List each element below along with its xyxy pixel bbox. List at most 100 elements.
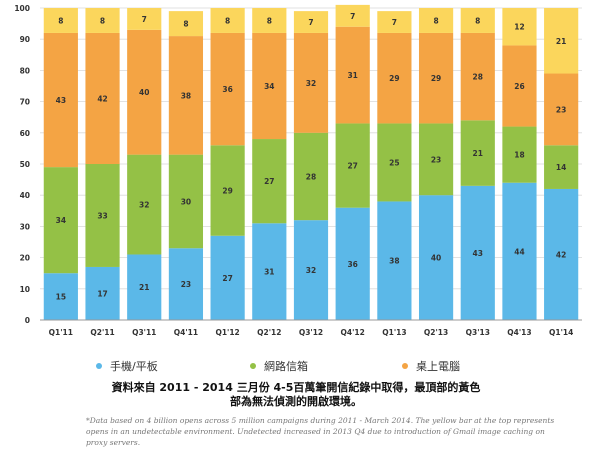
bar-segment (377, 123, 412, 202)
bar-segment (43, 167, 78, 274)
bar-segment (460, 8, 495, 33)
x-tick-label: Q2'11 (90, 328, 114, 337)
x-tick-label: Q3'12 (299, 328, 323, 337)
bar-value-label: 36 (347, 260, 357, 269)
bar-value-label: 21 (556, 37, 566, 46)
x-tick-label: Q1'13 (382, 328, 406, 337)
y-tick-label: 50 (20, 160, 30, 169)
bar-segment (293, 132, 329, 221)
bar-value-label: 27 (222, 274, 232, 283)
y-tick-label: 0 (25, 316, 30, 325)
bar-segment (168, 154, 204, 249)
bar-value-label: 8 (475, 16, 480, 25)
y-tick-label: 80 (20, 66, 30, 75)
bar-segment (252, 139, 287, 224)
bar-value-label: 18 (514, 151, 524, 160)
bar-value-label: 30 (181, 197, 191, 206)
x-tick-label: Q1'11 (49, 328, 73, 337)
bar-value-label: 43 (473, 249, 483, 258)
bar-segment (252, 223, 287, 320)
caption-line-1: 資料來自 2011 - 2014 三月份 4-5百萬筆開信紀錄中取得，最頂部的黃… (111, 381, 481, 394)
bar-segment (293, 32, 329, 133)
bar-value-label: 27 (347, 162, 357, 171)
x-tick-label: Q2'12 (257, 328, 281, 337)
bar-segment (210, 145, 245, 236)
bar-segment (85, 8, 120, 33)
legend-label-mobile: 手機/平板 (110, 360, 158, 373)
bar-value-label: 33 (97, 211, 107, 220)
bar-segment (210, 32, 245, 146)
bar-segment (377, 201, 412, 320)
bar-value-label: 42 (97, 94, 107, 103)
bar-value-label: 29 (431, 74, 441, 83)
x-tick-label: Q4'13 (507, 328, 531, 337)
bar-segment (85, 266, 120, 320)
bar-segment (502, 8, 537, 46)
x-tick-label: Q4'11 (174, 328, 198, 337)
bar-segment (168, 36, 204, 155)
legend-label-webmail: 網路信箱 (264, 360, 308, 373)
bar-value-label: 14 (556, 163, 566, 172)
bar-value-label: 38 (389, 257, 399, 266)
bar-segment (252, 8, 287, 33)
legend-item-desktop: 桌上電腦 (402, 358, 460, 374)
bar-segment (418, 123, 454, 196)
legend-swatch-webmail (250, 363, 256, 369)
y-tick-label: 90 (20, 35, 30, 44)
x-axis: Q1'11 Q2'11 Q3'11 Q4'11 Q1'12 Q2'12 Q3'12 Q4'12… (40, 319, 582, 337)
bar-segment (335, 123, 370, 208)
bar-segment (335, 4, 370, 27)
x-tick-label: Q4'12 (341, 328, 365, 337)
bar-value-label: 8 (267, 16, 272, 25)
bar-segment (210, 8, 245, 33)
bar-value-label: 28 (473, 73, 483, 82)
bar-value-label: 7 (392, 18, 397, 27)
bar-segment (293, 220, 329, 320)
bar-segment (127, 29, 162, 155)
bar-value-label: 34 (264, 82, 274, 91)
bar-segment (335, 207, 370, 320)
x-tick-label: Q3'13 (466, 328, 490, 337)
y-tick-label: 20 (20, 254, 30, 263)
bar-segment (127, 8, 162, 30)
bar-value-label: 36 (222, 85, 232, 94)
bar-value-label: 29 (222, 187, 232, 196)
bar-segment (418, 195, 454, 320)
bar-segment (502, 126, 537, 183)
bar-value-label: 43 (56, 96, 66, 105)
bar-value-label: 17 (97, 289, 107, 298)
bar-segment (544, 8, 579, 74)
bar-value-label: 31 (347, 71, 357, 80)
bar-segment (502, 45, 537, 127)
x-tick-label: Q1'12 (215, 328, 239, 337)
bar-segment (168, 11, 204, 37)
y-tick-label: 40 (20, 191, 30, 200)
bar-value-label: 7 (142, 15, 147, 24)
bar-segment (502, 182, 537, 320)
bar-value-label: 27 (264, 177, 274, 186)
legend-item-mobile: 手機/平板 (96, 358, 158, 374)
chart-caption: 資料來自 2011 - 2014 三月份 4-5百萬筆開信紀錄中取得，最頂部的黃… (0, 381, 592, 409)
bar-segment (293, 11, 329, 33)
legend-swatch-desktop (402, 363, 408, 369)
y-tick-label: 30 (20, 222, 30, 231)
bar-value-label: 21 (473, 149, 483, 158)
bar-value-label: 28 (306, 172, 316, 181)
bar-value-label: 8 (100, 16, 105, 25)
y-tick-label: 70 (20, 98, 30, 107)
y-tick-label: 100 (14, 4, 30, 13)
bar-value-label: 21 (139, 283, 149, 292)
bar-segment (544, 188, 579, 320)
legend-item-webmail: 網路信箱 (250, 358, 308, 374)
bar-segment (85, 164, 120, 267)
bar-segment (377, 11, 412, 33)
bar-value-label: 7 (350, 12, 355, 21)
bar-segment (127, 254, 162, 320)
bar-value-label: 42 (556, 250, 566, 259)
footnote: *Data based on 4 billion opens across 5 … (86, 416, 555, 447)
bar-segment (544, 145, 579, 189)
bar-value-label: 12 (514, 23, 524, 32)
bars: 15 34 43 8 17 33 42 8 21 32 40 7 23 30 38 8 27 29 36 8 31 27 3… (43, 4, 579, 320)
bar-value-label: 23 (556, 105, 566, 114)
bar-value-label: 44 (514, 247, 524, 256)
